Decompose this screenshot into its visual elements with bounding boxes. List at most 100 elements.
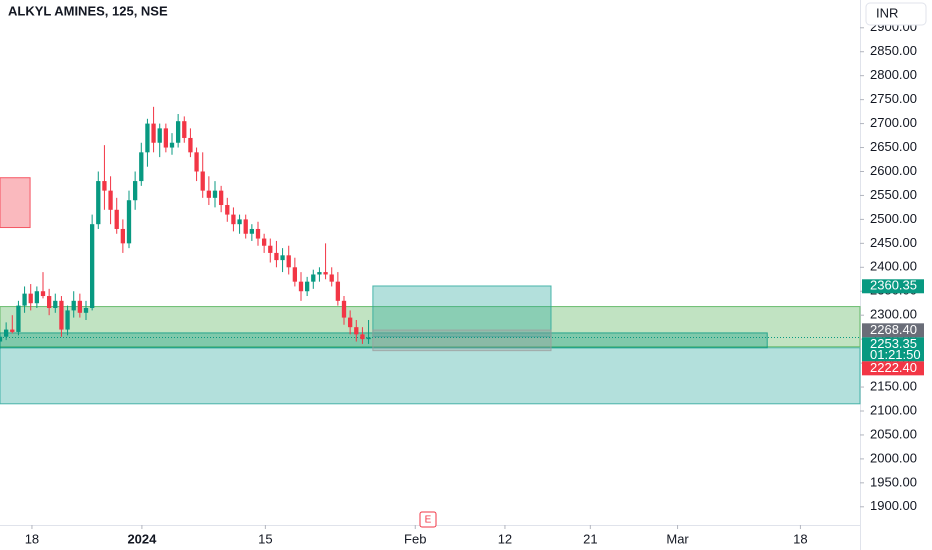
candle-body	[10, 329, 15, 332]
price-label-box	[862, 361, 924, 376]
candle-body	[298, 281, 304, 292]
candle-body	[34, 291, 40, 304]
x-tick-label: 18	[25, 531, 39, 546]
candle-body	[96, 181, 101, 225]
candle-body	[108, 190, 113, 210]
x-tick-label: 12	[498, 531, 512, 546]
candle-body	[145, 123, 150, 153]
zone	[372, 285, 552, 338]
candle-body	[102, 181, 107, 191]
candle-body	[53, 300, 58, 309]
candle-body	[323, 272, 328, 275]
candle-body	[329, 274, 334, 282]
candle-body	[22, 293, 27, 306]
candle-body	[360, 334, 365, 340]
y-tick-label: 2400.00	[870, 259, 917, 274]
zone	[0, 177, 31, 229]
candle-body	[0, 336, 3, 342]
candle-body	[120, 228, 126, 244]
candle-body	[65, 310, 70, 330]
candle-body	[304, 281, 310, 292]
candle-body	[175, 121, 181, 143]
price-label: 2268.40	[870, 322, 917, 337]
y-tick-label: 1950.00	[870, 474, 917, 489]
zone	[372, 329, 552, 352]
candle-body	[40, 291, 46, 297]
chart-title: ALKYL AMINES, 125, NSE	[8, 3, 168, 18]
y-tick-label: 2700.00	[870, 115, 917, 130]
candle-body	[243, 219, 248, 234]
candle-body	[46, 296, 52, 309]
y-tick-label: 2000.00	[870, 450, 917, 465]
candle-body	[261, 238, 267, 246]
zone	[0, 347, 861, 405]
candle-body	[83, 308, 89, 313]
candle-body	[200, 171, 205, 191]
candle-body	[89, 224, 95, 309]
zones	[0, 177, 861, 405]
y-tick-label: 2300.00	[870, 307, 917, 322]
price-label-box	[862, 337, 924, 362]
candle-body	[218, 190, 224, 206]
candle-body	[231, 214, 236, 225]
x-tick-label: Feb	[404, 531, 426, 546]
candle-body	[225, 205, 230, 215]
candle-body	[268, 245, 273, 253]
candle-body	[286, 255, 291, 268]
candle-body	[341, 300, 347, 318]
y-tick-label: 2450.00	[870, 235, 917, 250]
candle-body	[59, 300, 64, 330]
y-tick-label: 2550.00	[870, 187, 917, 202]
price-label: 2253.35	[870, 336, 917, 351]
currency-box[interactable]	[865, 2, 927, 26]
candle-body	[77, 300, 83, 313]
candle-body	[347, 317, 353, 328]
price-label: 2222.40	[870, 360, 917, 375]
candle-body	[366, 337, 371, 340]
candle-body	[292, 267, 298, 282]
y-tick-label: 2500.00	[870, 211, 917, 226]
price-sublabel: 01:21:50	[870, 347, 921, 362]
candles	[0, 106, 371, 349]
y-tick-label: 2100.00	[870, 402, 917, 417]
candle-body	[335, 281, 341, 301]
y-tick-label: 2850.00	[870, 43, 917, 58]
candle-body	[3, 329, 9, 337]
candle-body	[163, 128, 169, 148]
candle-body	[317, 272, 322, 275]
candle-body	[139, 152, 144, 182]
event-icon[interactable]	[419, 511, 437, 528]
zone	[0, 332, 768, 349]
candle-body	[151, 123, 156, 143]
candle-body	[132, 181, 138, 201]
y-tick-label: 2650.00	[870, 139, 917, 154]
candle-body	[16, 305, 21, 332]
candle-body	[354, 327, 359, 335]
price-label-box	[862, 279, 924, 294]
candle-body	[249, 228, 255, 234]
candle-body	[169, 142, 175, 148]
candle-body	[280, 255, 285, 261]
y-tick-label: 2800.00	[870, 67, 917, 82]
candle-body	[255, 228, 261, 239]
candle-body	[28, 293, 33, 304]
currency: INR	[876, 5, 898, 20]
candle-body	[182, 121, 187, 138]
x-tick-label: 21	[583, 531, 597, 546]
candle-body	[114, 209, 119, 229]
y-tick-label: 2150.00	[870, 378, 917, 393]
y-tick-label: 2600.00	[870, 163, 917, 178]
candle-body	[157, 128, 162, 143]
price-label-box	[862, 323, 924, 338]
y-tick-label: 2050.00	[870, 426, 917, 441]
candle-body	[194, 152, 199, 172]
event-icon-label: E	[425, 515, 432, 526]
axis: 1900.00 1950.00 2000.00 2050.00 2100.00 2150.…	[25, 19, 924, 546]
y-tick-label: 1900.00	[870, 498, 917, 513]
x-tick-label: 18	[793, 531, 807, 546]
candle-body	[126, 200, 132, 244]
candle-body	[206, 190, 212, 198]
candle-body	[188, 137, 193, 153]
